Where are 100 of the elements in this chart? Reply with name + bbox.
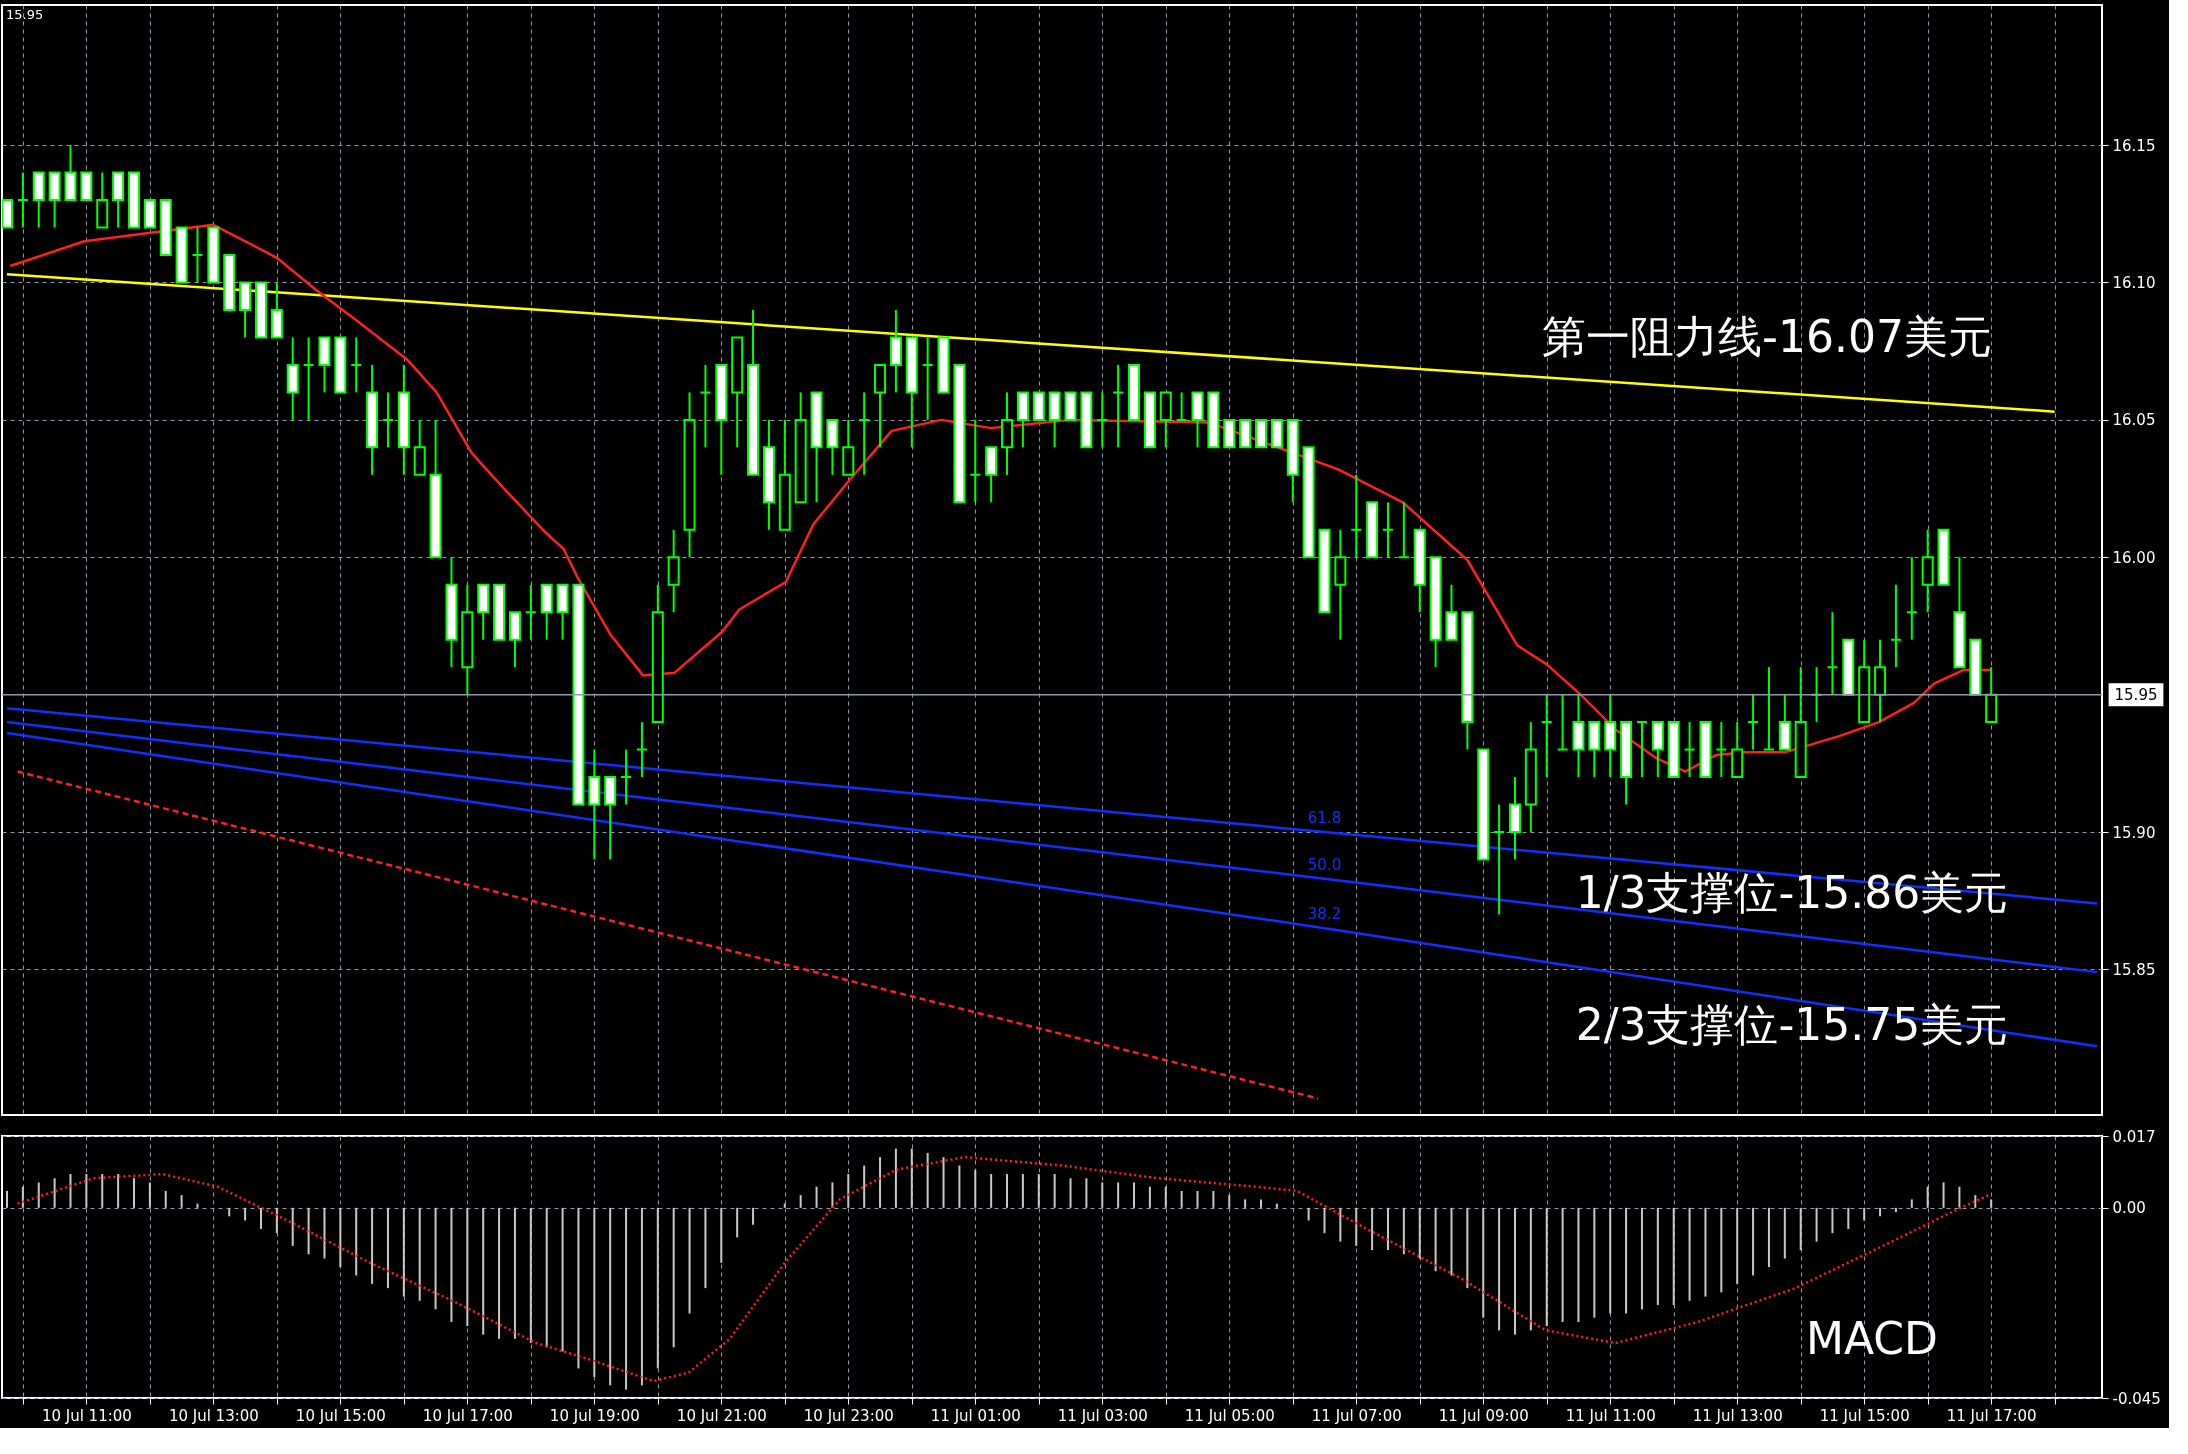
candlestick [302,336,315,421]
bar [1418,1207,1421,1259]
bar [1894,1207,1897,1213]
annotation: 第一阻力线-16.07美元 [1542,311,1992,362]
series-label: 61.8 [1307,809,1342,827]
bar [1815,1207,1818,1242]
bar [1275,1203,1278,1208]
y-tick-label: 15.85 [2112,960,2156,979]
bar [815,1186,818,1208]
x-tick-label: 10 Jul 11:00 [41,1406,132,1425]
bar [1577,1207,1580,1322]
y-tick-label: 16.15 [2112,136,2156,155]
candlestick [1175,391,1188,421]
ref-line-label: 15.95 [2114,685,2158,704]
candlestick [635,721,648,779]
bar [1783,1207,1786,1259]
bar [942,1157,945,1208]
bar [1498,1207,1501,1331]
candlestick [1747,693,1760,751]
bar [609,1207,612,1386]
bar [1339,1207,1342,1242]
bar [1196,1190,1199,1208]
bar [1164,1186,1167,1208]
candlestick [16,171,29,229]
annotation: 15.95 [6,7,44,22]
candlestick [1683,721,1696,779]
candlestick [350,336,363,394]
series-label: 50.0 [1307,855,1342,874]
bar [656,1207,659,1369]
bar [1323,1207,1326,1234]
bar [1466,1207,1469,1289]
candlestick [1556,693,1569,751]
candlestick [1826,611,1839,696]
x-tick-label: 11 Jul 05:00 [1184,1406,1275,1425]
bar [513,1207,516,1339]
x-tick-label: 11 Jul 07:00 [1311,1406,1402,1425]
candlestick [1762,666,1775,751]
bar [1720,1207,1723,1293]
bar [418,1207,421,1301]
bar [53,1178,56,1208]
candlestick [858,391,871,476]
bar [752,1207,755,1225]
bar [1307,1207,1310,1221]
bar [466,1207,469,1327]
bar [1593,1207,1596,1318]
x-tick-label: 11 Jul 15:00 [1819,1406,1910,1425]
x-tick-label: 10 Jul 15:00 [295,1406,386,1425]
candlestick [1350,473,1363,559]
bar [1561,1207,1564,1322]
bar [291,1207,294,1246]
bar [164,1190,167,1208]
candlestick [191,226,204,284]
candlestick [524,583,537,641]
bar [339,1207,342,1267]
y-tick-label: 16.00 [2112,548,2156,567]
candlestick [1905,556,1918,641]
bar [1006,1174,1009,1208]
bar [894,1148,897,1208]
annotation: MACD [1806,1313,1938,1364]
bar [736,1207,739,1238]
x-tick-label: 11 Jul 11:00 [1565,1406,1656,1425]
bar [1434,1207,1437,1272]
bar [720,1207,723,1263]
y-tick-label: 16.10 [2112,274,2156,292]
bar [926,1152,929,1208]
bar [1767,1207,1770,1267]
candlestick [969,418,982,504]
bar [593,1207,596,1377]
x-tick-label: 11 Jul 13:00 [1692,1406,1783,1425]
bar [1640,1207,1643,1310]
candlestick [1715,721,1728,779]
bar [228,1207,231,1217]
bar [1974,1195,1977,1208]
x-tick-label: 11 Jul 01:00 [930,1406,1021,1425]
candlestick [1493,803,1506,916]
bar [307,1207,310,1255]
bar [529,1207,532,1344]
bar [1847,1207,1850,1229]
bar [6,1190,8,1208]
bar [577,1207,580,1369]
x-tick-label: 11 Jul 17:00 [1946,1406,2037,1425]
bar [799,1195,802,1208]
bar [482,1207,485,1335]
bar [1926,1186,1929,1208]
y-tick-label: 15.90 [2112,823,2156,842]
candlestick [620,748,633,806]
bar [1355,1207,1358,1246]
bar [1482,1207,1485,1318]
bar [1180,1190,1183,1208]
bar [402,1207,405,1297]
bar [1053,1174,1056,1208]
bar [275,1207,278,1234]
candlestick [1540,693,1553,779]
bar [1672,1207,1675,1306]
bar [1133,1182,1136,1208]
bar [1101,1182,1104,1208]
bar [958,1165,961,1208]
bar [1736,1207,1739,1284]
candlestick [1397,501,1410,559]
bar [148,1182,151,1208]
